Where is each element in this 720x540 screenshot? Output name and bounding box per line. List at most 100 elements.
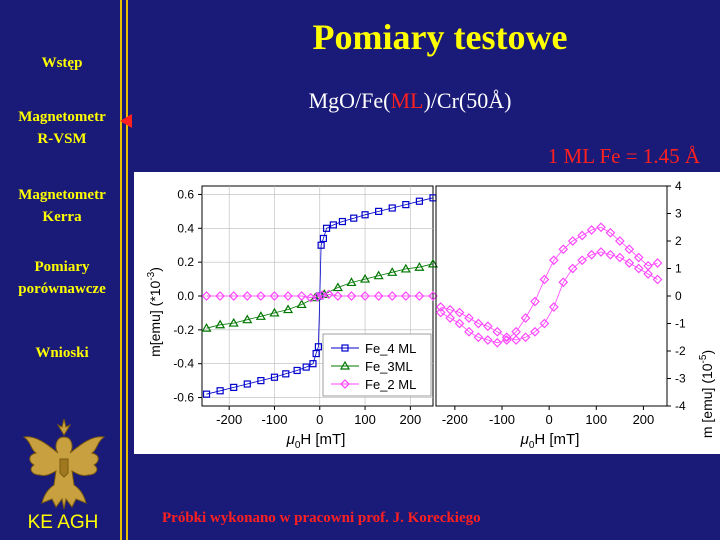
data-point [624,258,635,268]
x-tick-label: 100 [354,412,376,427]
data-point [230,383,238,391]
left-x-axis-sub: 0 [295,440,301,451]
sidebar-divider-line [120,0,122,540]
nav-item-wnioski[interactable]: Wnioski [0,342,124,364]
data-point [511,335,521,345]
data-point [414,262,425,271]
x-tick-label: -200 [216,412,242,427]
data-point [317,241,325,249]
y-tick-label: -3 [675,372,686,386]
data-point [400,263,411,273]
data-point [302,363,310,371]
formula-prefix: MgO/Fe( [308,88,391,113]
right-y-axis-title: m [emu] (10-5) [698,350,715,438]
data-point [567,263,578,274]
chart-background [134,172,720,454]
y-tick-label: 0 [675,289,682,303]
data-point [558,277,569,288]
legend-label: Fe_2 ML [365,377,416,392]
legend-marker [341,344,349,352]
y-tick-label: -4 [675,399,686,413]
data-point [539,318,550,329]
data-point [445,313,455,323]
nav-item-wstep[interactable]: Wstęp [0,52,124,74]
nav-item-pomiary-porownawcze[interactable]: Pomiary porównawcze [0,256,124,300]
legend-label: Fe_3ML [365,359,413,374]
y-tick-label: -0.2 [173,323,194,337]
data-point [567,236,578,246]
data-point [216,387,224,395]
data-point [400,291,411,301]
svg-text:m[emu] (*10-3): m[emu] (*10-3) [146,267,163,357]
nav-item-label: porównawcze [18,281,106,297]
y-tick-label: 4 [675,179,682,193]
data-point [596,247,606,257]
y-tick-label: -1 [675,317,686,331]
sample-formula: MgO/Fe(ML)/Cr(50Å) [260,88,560,114]
data-point [520,313,531,323]
data-point [323,289,334,300]
data-point [633,263,644,274]
data-point [296,291,307,301]
data-point [387,267,398,276]
data-point [296,299,307,309]
data-point [375,207,383,215]
footer-institution: KE AGH [27,512,99,533]
data-point [596,222,606,233]
data-point [530,326,540,337]
legend-label: Fe_4 ML [365,341,416,356]
sample-credit: Próbki wykonano w pracowni prof. J. Kore… [162,510,481,526]
nav-item-label: Magnetometr [18,187,106,203]
eagle-emblem-icon [22,418,106,510]
x-tick-label: 0 [546,412,553,427]
sidebar: Wstęp Magnetometr R-VSM Magnetometr Kerr… [0,0,132,540]
data-point [643,269,653,279]
data-point [329,221,337,229]
y-tick-label: 0.6 [177,187,194,201]
nav-item-magnetometr-rvsm[interactable]: Magnetometr R-VSM [0,106,124,150]
left-y-axis-label: m[emu] (*10 [147,280,163,356]
sidebar-divider-line [126,0,128,540]
y-tick-label: -2 [675,344,686,358]
data-point [270,373,279,381]
y-tick-label: 2 [675,234,682,248]
right-x-axis-label: H [mT] [534,431,579,448]
left-y-axis-title: m[emu] (*10-3) [146,267,163,357]
y-tick-label: 0.0 [177,289,194,303]
y-tick-label: 3 [675,207,682,221]
data-point [577,255,587,266]
data-point [242,314,253,324]
data-point [256,291,266,301]
data-point [346,277,357,287]
data-point [201,291,212,301]
data-point [549,302,559,312]
y-tick-label: -0.6 [173,391,194,405]
legend-box [322,333,432,397]
data-point [615,236,625,246]
nav-item-magnetometr-kerra[interactable]: Magnetometr Kerra [0,184,124,228]
series-line [440,251,658,341]
y-tick-label: 0.4 [177,221,194,235]
data-point [415,197,424,205]
nav-item-label: Wnioski [35,345,89,361]
formula-highlight: ML [390,88,424,113]
data-point [605,227,616,238]
data-point [202,390,211,398]
x-tick-label: -100 [261,412,287,427]
left-x-axis-label: H [mT] [300,431,345,448]
data-point [652,274,663,285]
right-x-axis-sub: 0 [529,440,535,451]
data-point [242,291,253,301]
left-plot: -200 -100 0 100 200 -0.6 -0.4 -0.2 0.0 0.2 0.4 0.6 F… [173,185,439,427]
data-point [350,214,358,222]
hysteresis-chart: -200 -100 0 100 200-0.6-0.4-0.20.00.20.40.6F… [134,172,720,454]
right-y-axis-label-end: ) [699,350,715,355]
active-item-marker-icon [120,114,132,128]
right-x-axis-title: μ0H [mT] [520,431,580,451]
data-point [501,332,512,343]
monolayer-note: 1 ML Fe = 1.45 Å [547,144,700,168]
data-point [387,291,398,301]
data-point [454,307,465,318]
svg-text:m [emu] (10-5): m [emu] (10-5) [698,350,715,438]
data-point [338,217,347,226]
